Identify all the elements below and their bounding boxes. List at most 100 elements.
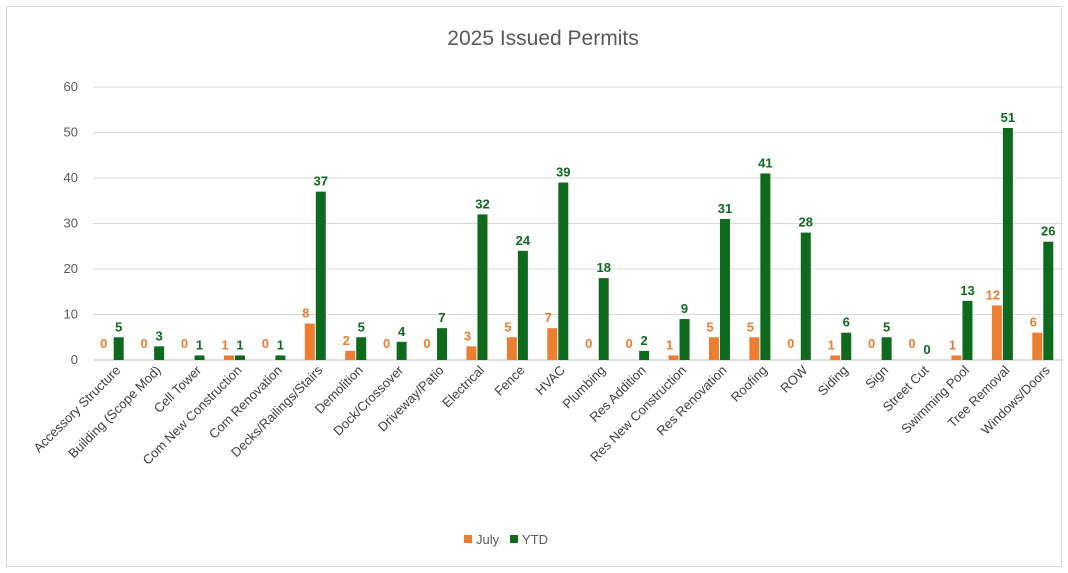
- data-label-ytd: 5: [115, 319, 122, 334]
- bar-ytd: [477, 214, 488, 360]
- bar-ytd: [558, 182, 569, 360]
- bar-july: [749, 337, 760, 360]
- data-label-july: 2: [343, 333, 350, 348]
- data-label-july: 12: [986, 287, 1000, 302]
- data-label-ytd: 41: [758, 155, 772, 170]
- data-label-july: 5: [706, 319, 713, 334]
- data-label-ytd: 9: [681, 301, 688, 316]
- data-label-july: 8: [302, 306, 309, 321]
- data-label-ytd: 26: [1041, 224, 1055, 239]
- data-label-july: 5: [747, 319, 754, 334]
- bar-ytd: [881, 337, 892, 360]
- data-label-july: 0: [141, 336, 148, 351]
- y-tick-label: 60: [64, 79, 78, 94]
- data-label-ytd: 1: [196, 337, 203, 352]
- bar-july: [951, 355, 962, 360]
- data-label-july: 1: [666, 337, 673, 352]
- data-label-ytd: 13: [960, 283, 974, 298]
- bar-july: [547, 328, 558, 360]
- category-label: Dock/Crossover: [330, 362, 406, 438]
- bar-ytd: [962, 300, 973, 360]
- data-label-july: 0: [262, 336, 269, 351]
- data-label-july: 3: [464, 328, 471, 343]
- bar-july: [345, 350, 356, 360]
- bar-ytd: [841, 332, 852, 360]
- data-label-ytd: 28: [799, 215, 813, 230]
- y-tick-label: 20: [64, 261, 78, 276]
- bar-ytd: [800, 232, 811, 360]
- chart-frame: [6, 6, 1062, 567]
- data-label-july: 1: [828, 337, 835, 352]
- category-label: HVAC: [532, 363, 567, 398]
- category-label: Res Renovation: [654, 363, 730, 439]
- chart-title: 2025 Issued Permits: [447, 27, 638, 50]
- bar-ytd: [234, 355, 245, 360]
- bar-july: [223, 355, 234, 360]
- legend-label-july: July: [476, 532, 500, 547]
- data-label-ytd: 51: [1001, 110, 1015, 125]
- data-label-ytd: 5: [358, 319, 365, 334]
- data-label-july: 5: [504, 319, 511, 334]
- data-label-july: 0: [383, 336, 390, 351]
- bar-july: [991, 305, 1002, 360]
- data-label-july: 0: [626, 336, 633, 351]
- data-label-ytd: 3: [156, 328, 163, 343]
- data-label-july: 0: [423, 336, 430, 351]
- data-label-ytd: 2: [641, 333, 648, 348]
- data-label-ytd: 39: [556, 165, 570, 180]
- data-label-july: 1: [949, 337, 956, 352]
- bar-ytd: [760, 173, 771, 360]
- bar-ytd: [679, 319, 690, 360]
- bar-july: [708, 337, 719, 360]
- data-label-ytd: 37: [314, 174, 328, 189]
- bar-ytd: [598, 278, 609, 360]
- bar-ytd: [1043, 241, 1054, 360]
- bar-ytd: [719, 218, 730, 360]
- bar-ytd: [1002, 127, 1013, 360]
- data-label-ytd: 24: [516, 233, 531, 248]
- legend-swatch-july: [464, 535, 472, 543]
- category-label: Sign: [862, 363, 891, 392]
- y-tick-label: 10: [64, 307, 78, 322]
- category-label: Fence: [491, 363, 527, 399]
- category-label: Windows/Doors: [978, 362, 1053, 437]
- bar-july: [668, 355, 679, 360]
- y-tick-label: 40: [64, 170, 78, 185]
- data-label-ytd: 0: [923, 342, 930, 357]
- y-tick-label: 30: [64, 216, 78, 231]
- bar-ytd: [154, 346, 165, 360]
- data-label-ytd: 4: [398, 324, 406, 339]
- bar-ytd: [517, 250, 528, 360]
- data-label-july: 0: [868, 336, 875, 351]
- bar-ytd: [356, 337, 367, 360]
- category-label: ROW: [777, 362, 811, 396]
- y-tick-label: 0: [71, 352, 78, 367]
- y-tick-label: 50: [64, 125, 78, 140]
- bar-july: [506, 337, 517, 360]
- data-label-july: 0: [585, 336, 592, 351]
- data-label-ytd: 32: [475, 196, 489, 211]
- data-label-ytd: 5: [883, 319, 890, 334]
- bar-july: [1032, 332, 1043, 360]
- data-label-july: 0: [100, 336, 107, 351]
- bar-ytd: [639, 350, 650, 360]
- data-label-ytd: 18: [596, 260, 610, 275]
- bar-july: [830, 355, 841, 360]
- legend-label-ytd: YTD: [522, 532, 548, 547]
- data-label-july: 0: [908, 336, 915, 351]
- data-label-july: 1: [221, 337, 228, 352]
- bar-ytd: [315, 191, 326, 360]
- data-label-ytd: 31: [718, 201, 732, 216]
- data-label-ytd: 1: [236, 337, 243, 352]
- category-label: Electrical: [439, 362, 487, 410]
- category-label: Com Renovation: [206, 363, 285, 442]
- bar-ytd: [113, 337, 124, 360]
- data-label-july: 6: [1030, 315, 1037, 330]
- bar-ytd: [396, 341, 407, 360]
- bar-july: [466, 346, 477, 360]
- data-label-july: 7: [545, 310, 552, 325]
- data-label-ytd: 7: [438, 310, 445, 325]
- data-label-ytd: 1: [277, 337, 284, 352]
- bar-ytd: [275, 355, 286, 360]
